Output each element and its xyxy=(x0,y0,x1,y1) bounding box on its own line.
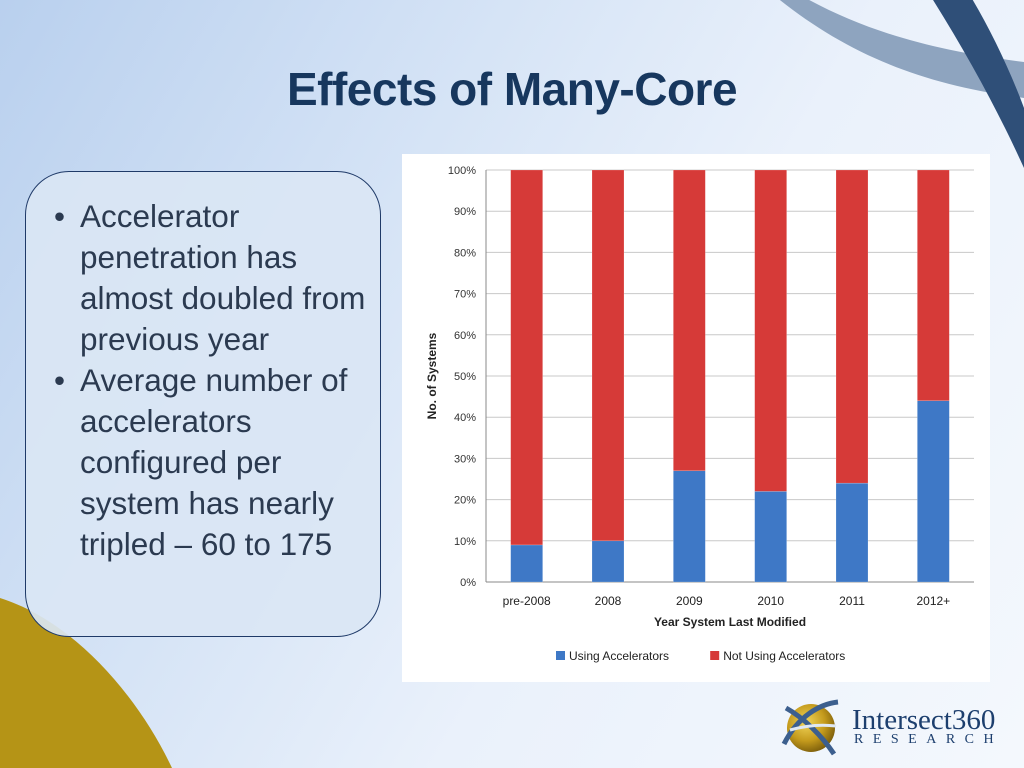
bar-using-accelerators xyxy=(835,482,869,583)
bar-not-using-accelerators xyxy=(917,169,950,401)
x-tick-label: 2011 xyxy=(839,594,865,608)
gold-corner-shape xyxy=(0,598,172,768)
y-tick-label: 0% xyxy=(460,577,476,589)
y-tick-label: 10% xyxy=(454,536,476,548)
legend-label: Using Accelerators xyxy=(569,649,669,663)
y-tick-label: 90% xyxy=(454,206,476,218)
legend-swatch xyxy=(710,651,720,660)
bar-not-using-accelerators xyxy=(673,169,706,472)
bar-using-accelerators xyxy=(917,400,950,583)
stacked-bar-chart: 0% 10% 20% 30% 40% 50% 60% 70% 80% 90% 100% pre-200… xyxy=(425,165,974,663)
bullet-dot-icon: • xyxy=(54,198,66,234)
bar-not-using-accelerators xyxy=(835,169,869,484)
bar-not-using-accelerators xyxy=(754,169,787,492)
x-tick-label: 2012+ xyxy=(916,594,950,608)
bar-not-using-accelerators xyxy=(591,169,625,542)
y-tick-label: 60% xyxy=(454,330,476,342)
bar-using-accelerators xyxy=(754,491,787,583)
bar-using-accelerators xyxy=(673,470,706,583)
x-axis-title: Year System Last Modified xyxy=(654,615,806,629)
bullet-text: Accelerator penetration has almost doubl… xyxy=(80,198,366,357)
y-tick-label: 80% xyxy=(454,247,476,259)
slide-title: Effects of Many-Core xyxy=(286,63,738,115)
bullet-item: • Accelerator penetration has almost doub… xyxy=(52,196,372,360)
y-tick-label: 20% xyxy=(454,495,476,507)
swoosh-light xyxy=(779,0,1024,98)
x-tick-label: 2008 xyxy=(595,594,622,608)
bar-using-accelerators xyxy=(591,540,625,583)
bullet-dot-icon: • xyxy=(54,362,66,398)
bar-using-accelerators xyxy=(510,544,543,583)
bullet-box: • Accelerator penetration has almost doub… xyxy=(25,171,381,637)
x-tick-label: 2009 xyxy=(676,594,703,608)
bullet-item: • Average number of accelerators configur… xyxy=(52,360,372,565)
bullet-text: Average number of accelerators configure… xyxy=(80,362,348,562)
y-axis-title: No. of Systems xyxy=(425,332,439,419)
chart-panel: 0% 10% 20% 30% 40% 50% 60% 70% 80% 90% 100% pre-200… xyxy=(402,154,990,682)
y-tick-label: 30% xyxy=(454,453,476,465)
swoosh-dark xyxy=(933,0,1024,168)
y-tick-label: 50% xyxy=(454,371,476,383)
x-tick-label: 2010 xyxy=(757,594,784,608)
y-tick-label: 100% xyxy=(448,165,476,177)
logo-globe-icon xyxy=(781,699,839,756)
x-tick-label: pre-2008 xyxy=(503,594,551,608)
logo-name: Intersect360 xyxy=(852,704,996,736)
intersect360-logo: Intersect360 RESEARCH xyxy=(780,696,1000,758)
y-tick-label: 40% xyxy=(454,412,476,424)
bullet-list: • Accelerator penetration has almost doub… xyxy=(52,196,372,565)
legend-swatch xyxy=(556,651,565,660)
y-tick-label: 70% xyxy=(454,289,476,301)
bar-not-using-accelerators xyxy=(510,169,543,546)
logo-subtitle: RESEARCH xyxy=(854,732,1004,747)
legend-label: Not Using Accelerators xyxy=(723,649,845,663)
